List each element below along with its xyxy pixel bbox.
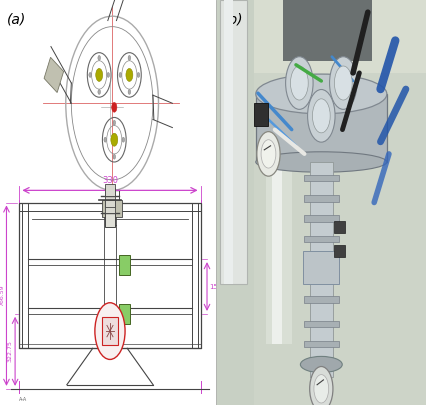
Bar [44,58,63,92]
Circle shape [111,133,118,146]
Circle shape [89,72,91,77]
Circle shape [137,72,139,77]
Bar [333,221,344,233]
Bar [253,103,268,126]
Circle shape [112,102,117,112]
Circle shape [98,55,100,60]
Bar [333,245,344,257]
Bar [303,215,338,222]
Circle shape [329,57,356,109]
Ellipse shape [299,356,342,373]
Bar [271,150,282,344]
Circle shape [285,57,312,109]
Bar [303,195,338,202]
Circle shape [106,72,109,77]
Bar [303,361,338,368]
Bar [104,200,115,207]
Circle shape [104,137,106,142]
Circle shape [309,367,332,405]
Text: 766.59: 766.59 [0,285,4,307]
Circle shape [95,303,125,360]
Bar [118,304,130,324]
Bar [303,321,338,327]
Bar [215,0,426,73]
Bar [303,236,338,242]
Text: (a): (a) [6,12,26,26]
Bar [219,0,247,284]
Bar [118,255,130,275]
Text: 322.75: 322.75 [8,340,13,362]
Bar [102,317,117,345]
Circle shape [290,66,308,100]
Circle shape [128,90,130,94]
Circle shape [256,132,279,176]
Text: 150: 150 [209,284,222,290]
Text: (b): (b) [224,12,243,26]
Bar [102,200,121,217]
Bar [19,202,200,348]
Text: A-A: A-A [19,397,28,402]
Circle shape [307,90,334,142]
Text: 330: 330 [102,177,118,185]
Bar [303,256,338,262]
Bar [105,188,115,213]
Circle shape [313,375,328,403]
Circle shape [95,68,102,81]
Ellipse shape [255,74,386,114]
Bar [282,0,371,61]
Circle shape [312,99,329,133]
Circle shape [128,55,130,60]
Bar [302,251,339,284]
Bar [105,184,115,196]
Circle shape [113,120,115,125]
Bar [303,341,338,347]
Bar [309,162,332,377]
Bar [104,213,115,227]
Bar [303,175,338,181]
Bar [224,0,232,284]
Bar [266,150,291,344]
Circle shape [260,140,275,168]
Bar [303,296,338,303]
Ellipse shape [255,152,386,172]
Bar [255,94,386,162]
Circle shape [119,72,121,77]
Circle shape [98,90,100,94]
Circle shape [126,68,132,81]
Circle shape [334,66,351,100]
Bar [303,276,338,283]
Circle shape [113,154,115,159]
Circle shape [122,137,124,142]
Bar [215,0,253,405]
